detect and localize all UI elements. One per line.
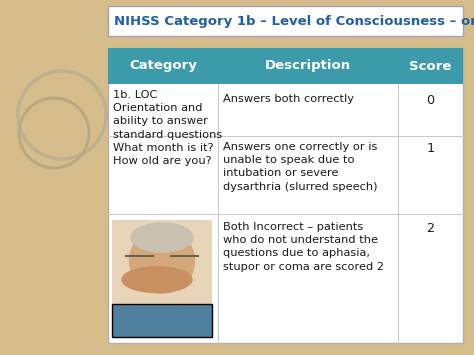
FancyBboxPatch shape	[108, 6, 463, 36]
Ellipse shape	[129, 229, 194, 293]
Text: Both Incorrect – patients
who do not understand the
questions due to aphasia,
st: Both Incorrect – patients who do not und…	[223, 222, 384, 272]
Text: 1: 1	[427, 142, 435, 155]
Text: Category: Category	[129, 60, 197, 72]
Text: 1b. LOC
Orientation and
ability to answer
standard questions
What month is it?
H: 1b. LOC Orientation and ability to answe…	[113, 90, 222, 166]
Text: NIHSS Category 1b – Level of Consciousness – orientation: NIHSS Category 1b – Level of Consciousne…	[114, 15, 474, 27]
Text: Answers one correctly or is
unable to speak due to
intubation or severe
dysarthr: Answers one correctly or is unable to sp…	[223, 142, 377, 192]
Text: Description: Description	[265, 60, 351, 72]
FancyBboxPatch shape	[112, 220, 212, 337]
FancyBboxPatch shape	[108, 48, 463, 84]
Text: 2: 2	[427, 222, 435, 235]
FancyBboxPatch shape	[112, 304, 212, 337]
Text: Score: Score	[410, 60, 452, 72]
FancyBboxPatch shape	[108, 48, 463, 343]
Text: 0: 0	[427, 94, 435, 107]
Ellipse shape	[131, 223, 193, 252]
Text: Answers both correctly: Answers both correctly	[223, 94, 354, 104]
Ellipse shape	[122, 267, 192, 293]
